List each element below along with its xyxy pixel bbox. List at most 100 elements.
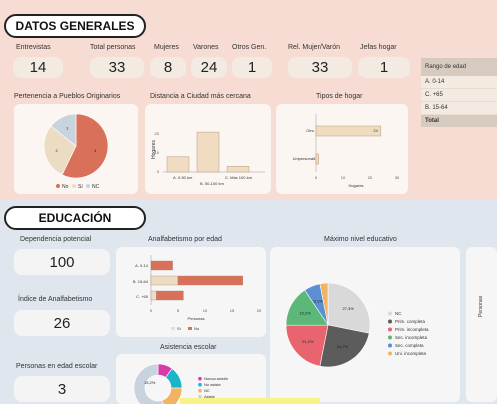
legend-swatch [198,376,202,381]
category-label: Unipersonal [293,156,314,161]
legend-swatch [56,184,60,188]
education-section-title: EDUCACIÓN [4,206,146,230]
legend-label: NC [92,184,100,190]
kpi-label-dependencia: Dependencia potencial [20,236,92,243]
kpi-label-entrevistas: Entrevistas [16,44,51,51]
legend-label: Prim. completa [395,319,426,324]
y-axis-label: Hogares [151,140,157,159]
side-axis-label: Personas [478,295,484,317]
age-table-total: Total [421,115,497,127]
x-axis-label: Personas [188,316,205,321]
kpi-label-total-personas: Total personas [90,44,136,51]
legend-swatch [388,311,392,316]
kpi-label-varones: Varones [193,44,219,51]
chart-card-tipos-hogar: Otro Unipersonal 24 1 0 10 20 30 Hogares [276,104,408,194]
category-label: Otro [306,128,315,133]
kpi-value-total-personas: 33 [90,57,144,78]
legend-swatch [198,394,202,399]
x-tick-label: 20 [257,308,262,313]
age-range-table: Rango de edad A. 0-14 C. +65 B. 15-64 To… [421,58,497,127]
nivel-educativo-pie-chart: 27,3% 24,2% 21,2% 15,2% 6,1% NC Prim. complet… [285,282,429,368]
kpi-label-rel-mujer-varon: Rel. Mujer/Varón [288,44,341,51]
pie-slice[interactable] [61,113,109,179]
pueblos-pie-chart: 4 2 1 No Sí NC [43,113,109,190]
x-tick-label: 10 [203,308,208,313]
bar[interactable] [196,131,220,173]
chart-title-distancia: Distancia a Ciudad más cercana [150,93,251,100]
x-tick-label: C. Más 100 km [225,175,253,180]
category-label: A. 0-14 [135,263,149,268]
legend-label: No asiste [204,382,221,387]
kpi-label-edad-escolar: Personas en edad escolar [16,363,98,370]
chart-card-distancia: Hogares 0 10 20 A. 0-50 km C. Más 100 km… [145,104,271,194]
chart-title-analfabetismo: Analfabetismo por edad [148,236,222,243]
bar[interactable] [166,156,190,173]
legend-label: No [62,184,69,190]
y-tick-label: 0 [157,169,160,174]
kpi-value-dependencia: 100 [14,249,110,275]
kpi-value-otros-gen: 1 [232,57,272,78]
kpi-value-rel-mujer-varon: 33 [288,57,352,78]
bar-segment[interactable] [150,260,173,271]
legend-label: No [194,326,200,331]
x-tick-label: 0 [150,308,153,313]
pie-slice[interactable] [285,324,329,367]
bar[interactable] [226,166,250,173]
legend-label: Asiste [204,394,216,399]
legend-swatch [388,319,392,324]
pie-slice[interactable] [319,282,329,326]
y-tick-label: 20 [155,131,160,136]
category-label: C. +65 [136,294,149,299]
highlight-banner [180,398,320,404]
legend-label: Nunca asistió [204,376,229,381]
chart-title-asistencia: Asistencia escolar [160,344,217,351]
bar-segment[interactable] [150,275,179,286]
y-tick-label: 10 [155,150,160,155]
chart-title-tipos-hogar: Tipos de hogar [316,93,363,100]
age-table-row[interactable]: A. 0-14 [421,76,497,89]
bar[interactable] [315,153,319,165]
legend-swatch [388,351,392,356]
kpi-value-jefas-hogar: 1 [358,57,410,78]
distancia-bar-chart: Hogares 0 10 20 A. 0-50 km C. Más 100 km… [151,131,265,186]
legend-swatch [86,184,90,188]
pie-slice[interactable] [161,387,183,409]
kpi-value-entrevistas: 14 [13,57,63,78]
legend-label: Prim. incompleta [395,327,429,332]
age-table-header: Rango de edad [421,58,497,76]
bar-segment[interactable] [150,290,157,301]
bar[interactable] [315,125,382,137]
data-label: 21,2% [302,339,314,344]
chart-title-nivel-educativo: Máximo nivel educativo [324,236,397,243]
pie-slice[interactable] [50,113,77,147]
legend-label: NC [395,311,402,316]
legend-swatch [388,335,392,340]
chart-title-pueblos: Pertenencia a Pueblos Originarios [14,93,121,100]
pie-slice[interactable] [319,324,370,368]
x-axis-label: Hogares [348,183,363,188]
x-tick-label: 20 [368,175,373,180]
data-label: 15,2% [299,310,311,315]
chart-card-pueblos: 4 2 1 No Sí NC [14,104,138,194]
bar-segment[interactable] [156,290,184,301]
side-card: Personas [466,247,497,402]
kpi-label-mujeres: Mujeres [154,44,179,51]
legend-label: Sec. incompleta [395,335,428,340]
age-table-row[interactable]: C. +65 [421,89,497,102]
kpi-value-mujeres: 8 [150,57,186,78]
legend-swatch [171,327,175,330]
legend-swatch [198,382,202,387]
pie-slice[interactable] [43,125,77,176]
x-tick-label: 30 [395,175,400,180]
x-tick-label: 15 [230,308,235,313]
pie-slice[interactable] [327,282,371,334]
data-label: 1 [66,126,69,131]
age-table-row[interactable]: B. 15-64 [421,102,497,115]
legend-swatch [198,388,202,393]
kpi-label-otros-gen: Otros Gen. [232,44,267,51]
kpi-value-edad-escolar: 3 [14,376,110,402]
kpi-value-analfabetismo: 26 [14,310,110,336]
bar-segment[interactable] [177,275,244,286]
chart-card-asistencia: 15,2% Nunca asistió No asiste NC Asiste [116,354,266,409]
